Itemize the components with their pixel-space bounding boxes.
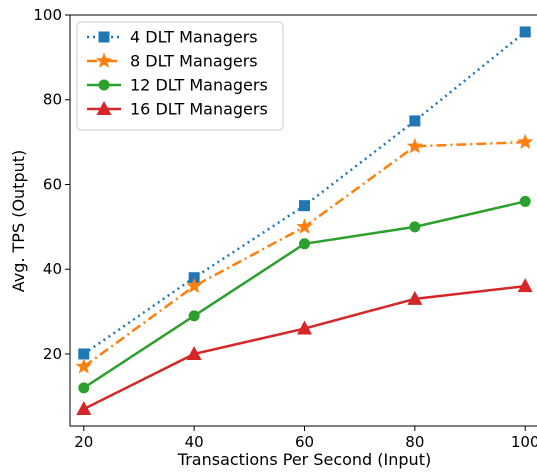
legend-entry: 16 DLT Managers [87, 100, 268, 119]
data-point [186, 345, 202, 360]
x-tick-label: 20 [74, 433, 93, 451]
legend-label: 8 DLT Managers [130, 52, 258, 71]
data-point [297, 320, 312, 335]
y-tick-label: 80 [43, 91, 62, 109]
y-tick-label: 100 [33, 6, 62, 24]
legend-entry: 4 DLT Managers [87, 28, 258, 47]
legend-marker [98, 79, 110, 91]
data-point [78, 348, 90, 360]
axes: 20 40 60 80 100 20 40 60 80 100 [33, 6, 537, 451]
legend-marker [95, 52, 113, 68]
data-point [299, 200, 310, 212]
y-tick-label: 40 [43, 260, 62, 278]
series-layer [75, 26, 534, 416]
data-point [407, 290, 423, 305]
x-tick-label: 80 [405, 433, 424, 451]
legend-label: 16 DLT Managers [130, 100, 268, 119]
series-3 [78, 195, 531, 394]
x-tick-label: 60 [295, 433, 314, 451]
data-point [299, 238, 310, 250]
data-point [406, 137, 423, 154]
data-point [519, 195, 531, 207]
series-2 [75, 133, 534, 374]
x-axis-label: Transactions Per Second (Input) [177, 450, 431, 469]
legend: 4 DLT Managers 8 DLT Managers 12 DLT Manag… [76, 21, 284, 131]
legend-box [76, 21, 284, 131]
legend-marker [98, 31, 110, 43]
data-point [78, 382, 90, 394]
legend-marker [96, 101, 112, 115]
data-point [76, 401, 92, 416]
data-point [409, 221, 421, 233]
legend-label: 12 DLT Managers [130, 76, 268, 95]
data-point [188, 310, 200, 322]
data-point [75, 358, 92, 374]
y-axis-label: Avg. TPS (Output) [9, 150, 28, 293]
x-tick-label: 40 [185, 433, 204, 451]
legend-entry: 8 DLT Managers [87, 52, 258, 71]
y-tick-label: 20 [43, 345, 62, 363]
x-tick-label: 100 [511, 433, 537, 451]
legend-label: 4 DLT Managers [130, 28, 258, 47]
data-point [517, 278, 533, 293]
data-point [409, 115, 421, 127]
y-tick-label: 60 [43, 175, 62, 193]
series-4 [76, 278, 533, 416]
legend-entry: 12 DLT Managers [87, 76, 268, 95]
data-point [519, 26, 531, 38]
data-point [517, 133, 534, 149]
data-point [186, 277, 203, 294]
series-line [83, 284, 526, 411]
data-point [296, 218, 313, 234]
